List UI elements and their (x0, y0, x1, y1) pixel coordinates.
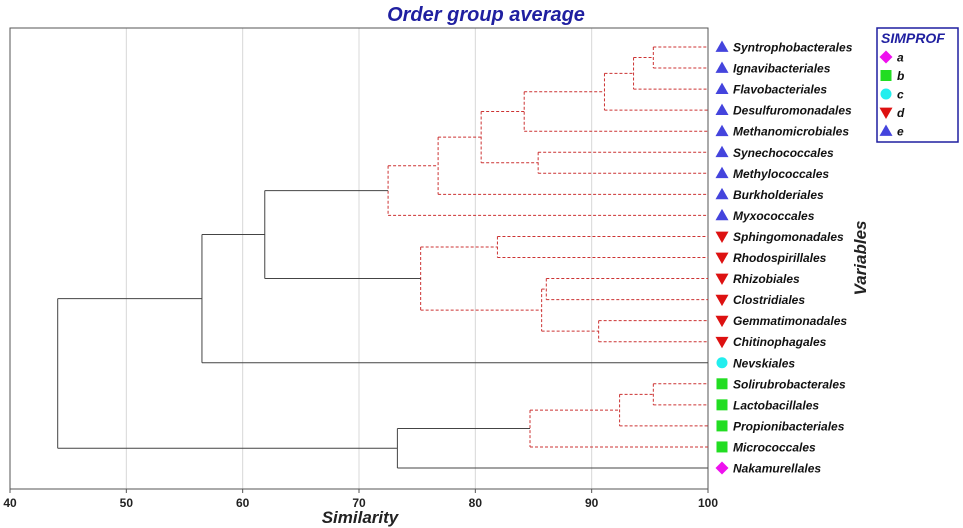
leaf-label: Solirubrobacterales (733, 377, 846, 391)
legend-triangle-up-icon (879, 124, 893, 136)
leaf-marker-circle-icon (716, 357, 728, 369)
leaf-marker-square-icon (716, 378, 728, 390)
x-tick-label: 100 (698, 496, 718, 510)
leaf-label: Micrococcales (733, 440, 816, 454)
legend-circle-icon (880, 88, 892, 100)
leaf-label: Methanomicrobiales (733, 125, 849, 139)
leaf-label: Clostridiales (733, 293, 805, 307)
leaf-marker-triangle-up-icon (715, 82, 729, 94)
leaf-label: Nevskiales (733, 356, 795, 370)
legend-box (876, 27, 959, 143)
x-tick-label: 50 (120, 496, 134, 510)
leaf-marker-triangle-up-icon (715, 187, 729, 200)
leaf-label: Lactobacillales (733, 398, 819, 412)
leaf-marker-square-icon (716, 420, 728, 432)
legend-triangle-down-icon (879, 107, 893, 119)
leaf-label: Sphingomonadales (733, 230, 844, 244)
legend-label: c (897, 88, 904, 102)
x-tick-label: 80 (469, 496, 483, 510)
y-axis-title: Variables (851, 221, 870, 296)
leaf-label: Gemmatimonadales (733, 314, 847, 328)
leaf-marker-triangle-up-icon (715, 208, 729, 221)
leaf-marker-diamond-icon (715, 461, 729, 475)
leaf-marker-triangle-up-icon (715, 145, 729, 158)
leaf-layer: Syntrophobacterales Ignavibacteriales Flav… (715, 40, 853, 476)
grid-layer (125, 28, 593, 489)
x-axis-title: Similarity (322, 508, 400, 527)
branch-layer (57, 46, 708, 469)
legend-label: d (897, 106, 905, 120)
legend-square-icon (880, 70, 892, 81)
leaf-label: Propionibacteriales (733, 419, 845, 433)
legend-label: a (897, 51, 904, 65)
leaf-marker-triangle-down-icon (715, 273, 729, 286)
x-tick-label: 70 (352, 496, 366, 510)
leaf-label: Ignavibacteriales (733, 62, 831, 76)
leaf-marker-triangle-up-icon (715, 40, 729, 52)
legend-label: e (897, 125, 904, 139)
leaf-marker-triangle-down-icon (715, 231, 729, 243)
x-tick-label: 60 (236, 496, 250, 510)
leaf-marker-triangle-up-icon (715, 61, 729, 73)
leaf-label: Rhodospirillales (733, 251, 827, 265)
x-tick-label: 40 (3, 496, 17, 510)
leaf-marker-triangle-up-icon (715, 166, 729, 179)
leaf-marker-triangle-down-icon (715, 315, 729, 328)
chart-title: Order group average (387, 4, 585, 26)
leaf-label: Nakamurellales (733, 462, 821, 476)
leaf-marker-triangle-down-icon (715, 336, 729, 349)
legend-label: b (897, 69, 904, 83)
leaf-label: Rhizobiales (733, 272, 800, 286)
leaf-marker-triangle-up-icon (715, 103, 729, 116)
leaf-marker-triangle-down-icon (715, 252, 729, 264)
x-tick-label: 90 (585, 496, 599, 510)
leaf-marker-square-icon (716, 441, 728, 453)
leaf-label: Myxococcales (733, 209, 815, 223)
leaf-marker-triangle-down-icon (715, 294, 729, 307)
leaf-label: Burkholderiales (733, 188, 824, 202)
leaf-marker-triangle-up-icon (715, 124, 729, 137)
leaf-label: Desulfuromonadales (733, 104, 852, 118)
x-axis-ticks: 40 50 60 70 80 90 100 (3, 489, 718, 510)
leaf-label: Chitinophagales (733, 335, 827, 349)
leaf-label: Syntrophobacterales (733, 41, 853, 55)
legend-diamond-icon (879, 50, 893, 64)
leaf-marker-square-icon (716, 399, 728, 411)
legend-title: SIMPROF (881, 30, 945, 46)
leaf-label: Methylococcales (733, 167, 829, 181)
leaf-label: Synechococcales (733, 146, 834, 160)
leaf-label: Flavobacteriales (733, 83, 827, 97)
